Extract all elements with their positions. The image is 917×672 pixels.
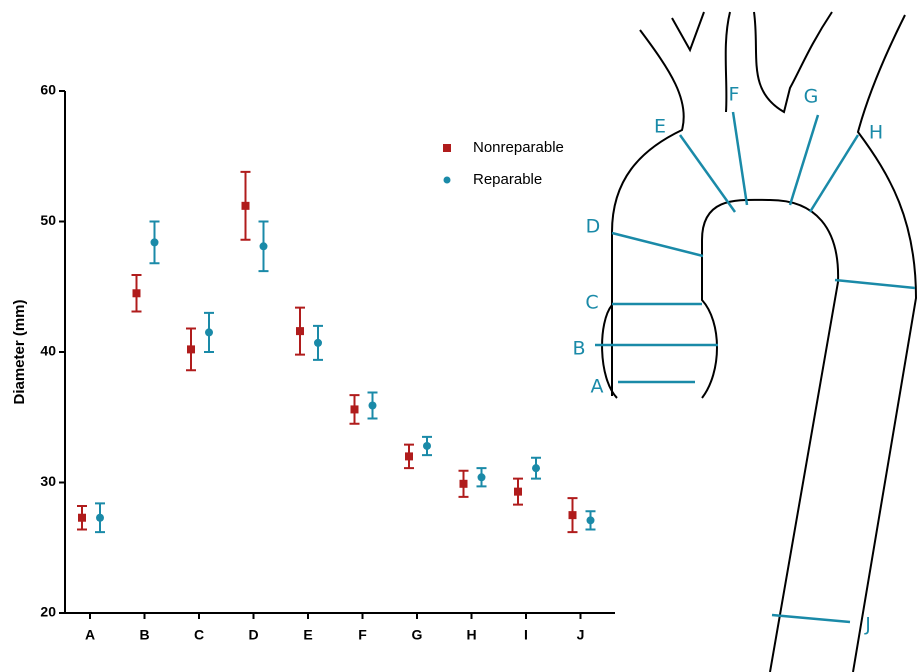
y-tick-label: 20: [40, 604, 56, 620]
aorta-wall: [853, 15, 916, 672]
y-tick-label: 40: [40, 343, 56, 359]
section-line: [772, 615, 850, 622]
section-label: E: [654, 116, 666, 138]
x-tick-label: J: [577, 627, 585, 643]
x-tick-label: B: [139, 627, 149, 643]
section-line: [810, 135, 858, 212]
point: [423, 442, 431, 450]
point: [405, 452, 413, 460]
legend-marker: [443, 144, 451, 152]
aorta-diagram: E F G H D C B A J: [572, 12, 916, 672]
aorta-wall: [702, 200, 838, 672]
figure: E F G H D C B A J Diameter (mm) 20 30 40 50…: [0, 0, 917, 672]
point: [351, 405, 359, 413]
x-tick-label: D: [248, 627, 258, 643]
section-label: F: [729, 84, 740, 106]
x-tick-label: H: [466, 627, 476, 643]
point: [296, 327, 304, 335]
section-label: J: [864, 614, 871, 636]
point: [133, 289, 141, 297]
y-tick-label: 50: [40, 212, 56, 228]
point: [369, 402, 377, 410]
legend-marker: [444, 177, 451, 184]
point: [478, 473, 486, 481]
section-label: G: [804, 86, 819, 108]
section-line: [612, 233, 703, 256]
section-line: [790, 115, 818, 205]
point: [78, 514, 86, 522]
aorta-wall: [612, 12, 704, 396]
aorta-wall: [602, 30, 684, 398]
point: [569, 511, 577, 519]
section-label: A: [591, 376, 604, 398]
point: [96, 514, 104, 522]
point: [151, 238, 159, 246]
section-line: [835, 280, 915, 288]
section-label: H: [869, 122, 883, 144]
y-tick-label: 60: [40, 82, 56, 98]
x-tick-label: A: [85, 627, 95, 643]
section-label: C: [585, 292, 598, 314]
legend-label: Nonreparable: [473, 139, 564, 156]
legend-label: Reparable: [473, 171, 542, 188]
y-axis-label: Diameter (mm): [11, 299, 28, 404]
x-tick-label: F: [358, 627, 367, 643]
x-tick-label: E: [303, 627, 312, 643]
x-tick-label: G: [412, 627, 423, 643]
point: [205, 328, 213, 336]
y-tick-label: 30: [40, 473, 56, 489]
point: [314, 339, 322, 347]
section-label: D: [586, 216, 601, 238]
section-label: B: [572, 338, 585, 360]
section-line: [680, 135, 735, 212]
section-line: [733, 112, 747, 205]
point: [532, 464, 540, 472]
point: [587, 516, 595, 524]
x-tick-label: I: [524, 627, 528, 643]
x-tick-label: C: [194, 627, 204, 643]
point: [187, 345, 195, 353]
point: [460, 480, 468, 488]
point: [514, 488, 522, 496]
point: [242, 202, 250, 210]
point: [260, 242, 268, 250]
